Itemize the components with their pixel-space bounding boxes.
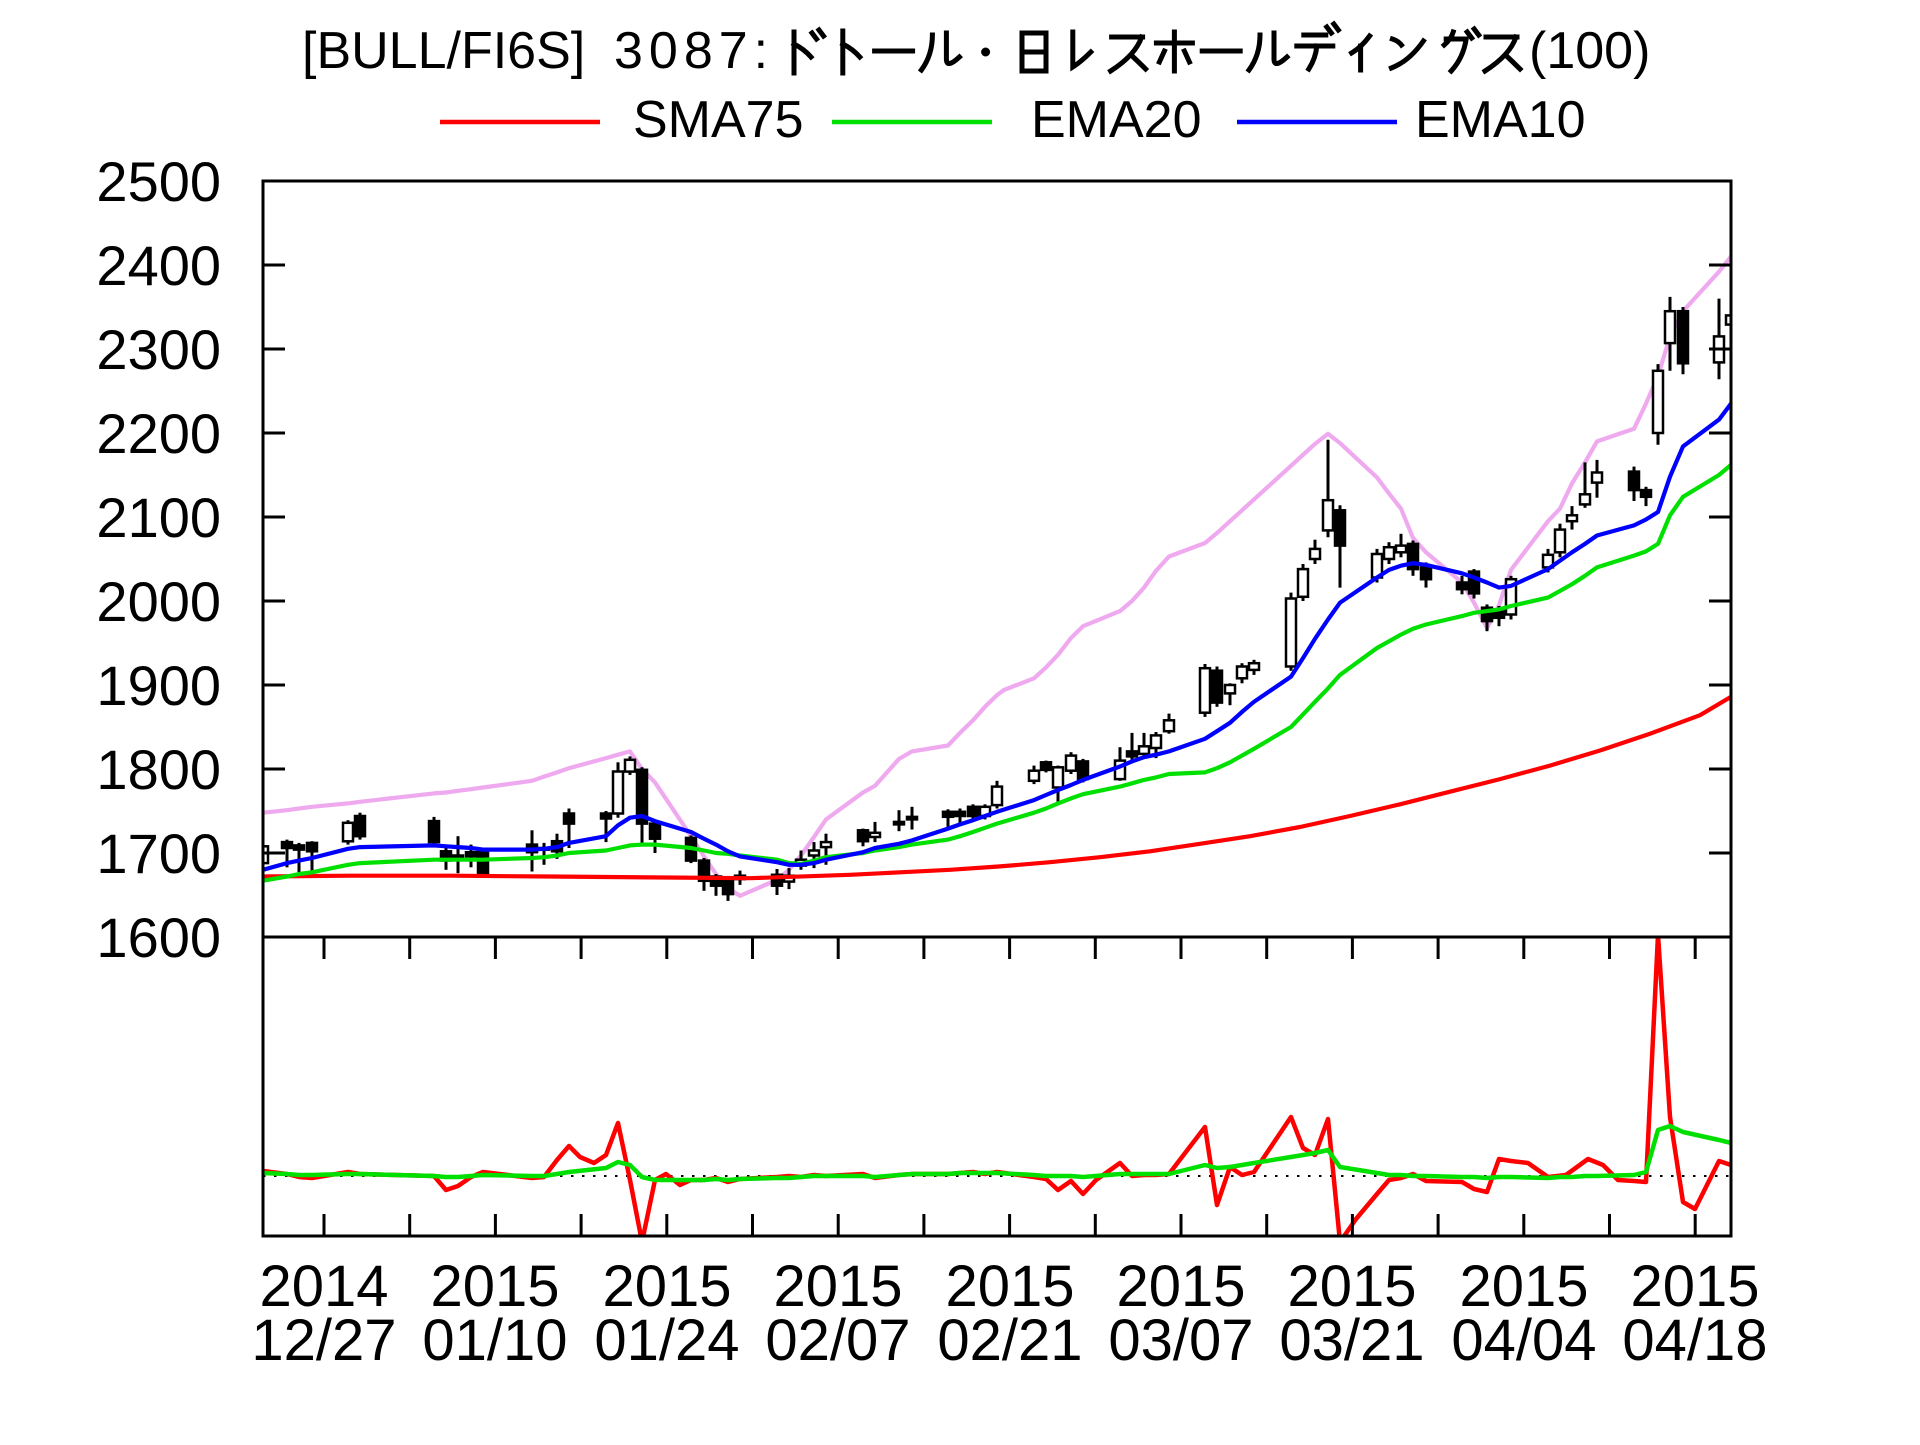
svg-text:2015: 2015 bbox=[602, 1254, 731, 1319]
svg-text:EMA20: EMA20 bbox=[1031, 91, 1202, 149]
svg-text:2015: 2015 bbox=[773, 1254, 902, 1319]
svg-text:2015: 2015 bbox=[1116, 1254, 1245, 1319]
svg-text:2015: 2015 bbox=[1630, 1254, 1759, 1319]
svg-text:04/04: 04/04 bbox=[1451, 1308, 1596, 1373]
svg-text:03/07: 03/07 bbox=[1108, 1308, 1253, 1373]
svg-text:2500: 2500 bbox=[96, 150, 221, 213]
svg-text:2014: 2014 bbox=[259, 1254, 388, 1319]
svg-text:2400: 2400 bbox=[96, 234, 221, 297]
svg-text:12/27: 12/27 bbox=[251, 1308, 396, 1373]
svg-text:2015: 2015 bbox=[945, 1254, 1074, 1319]
svg-text:1900: 1900 bbox=[96, 654, 221, 717]
svg-text:2015: 2015 bbox=[1287, 1254, 1416, 1319]
svg-text:2015: 2015 bbox=[430, 1254, 559, 1319]
svg-text:2000: 2000 bbox=[96, 570, 221, 633]
svg-text:[BULL/FI6S]: [BULL/FI6S] bbox=[302, 22, 585, 80]
svg-text:04/18: 04/18 bbox=[1622, 1308, 1767, 1373]
svg-text:01/24: 01/24 bbox=[594, 1308, 739, 1373]
svg-text:2015: 2015 bbox=[1459, 1254, 1588, 1319]
svg-text:2100: 2100 bbox=[96, 486, 221, 549]
svg-text:(100): (100) bbox=[1529, 22, 1650, 80]
svg-text:SMA75: SMA75 bbox=[633, 91, 804, 149]
svg-text:2200: 2200 bbox=[96, 402, 221, 465]
svg-text:2300: 2300 bbox=[96, 318, 221, 381]
svg-text:02/21: 02/21 bbox=[937, 1308, 1082, 1373]
svg-text:02/07: 02/07 bbox=[765, 1308, 910, 1373]
svg-text:03/21: 03/21 bbox=[1279, 1308, 1424, 1373]
svg-text:EMA10: EMA10 bbox=[1415, 91, 1586, 149]
svg-text:1700: 1700 bbox=[96, 822, 221, 885]
svg-text:1800: 1800 bbox=[96, 738, 221, 801]
svg-text:01/10: 01/10 bbox=[422, 1308, 567, 1373]
svg-text:3087:: 3087: bbox=[614, 22, 774, 80]
svg-text:1600: 1600 bbox=[96, 906, 221, 969]
